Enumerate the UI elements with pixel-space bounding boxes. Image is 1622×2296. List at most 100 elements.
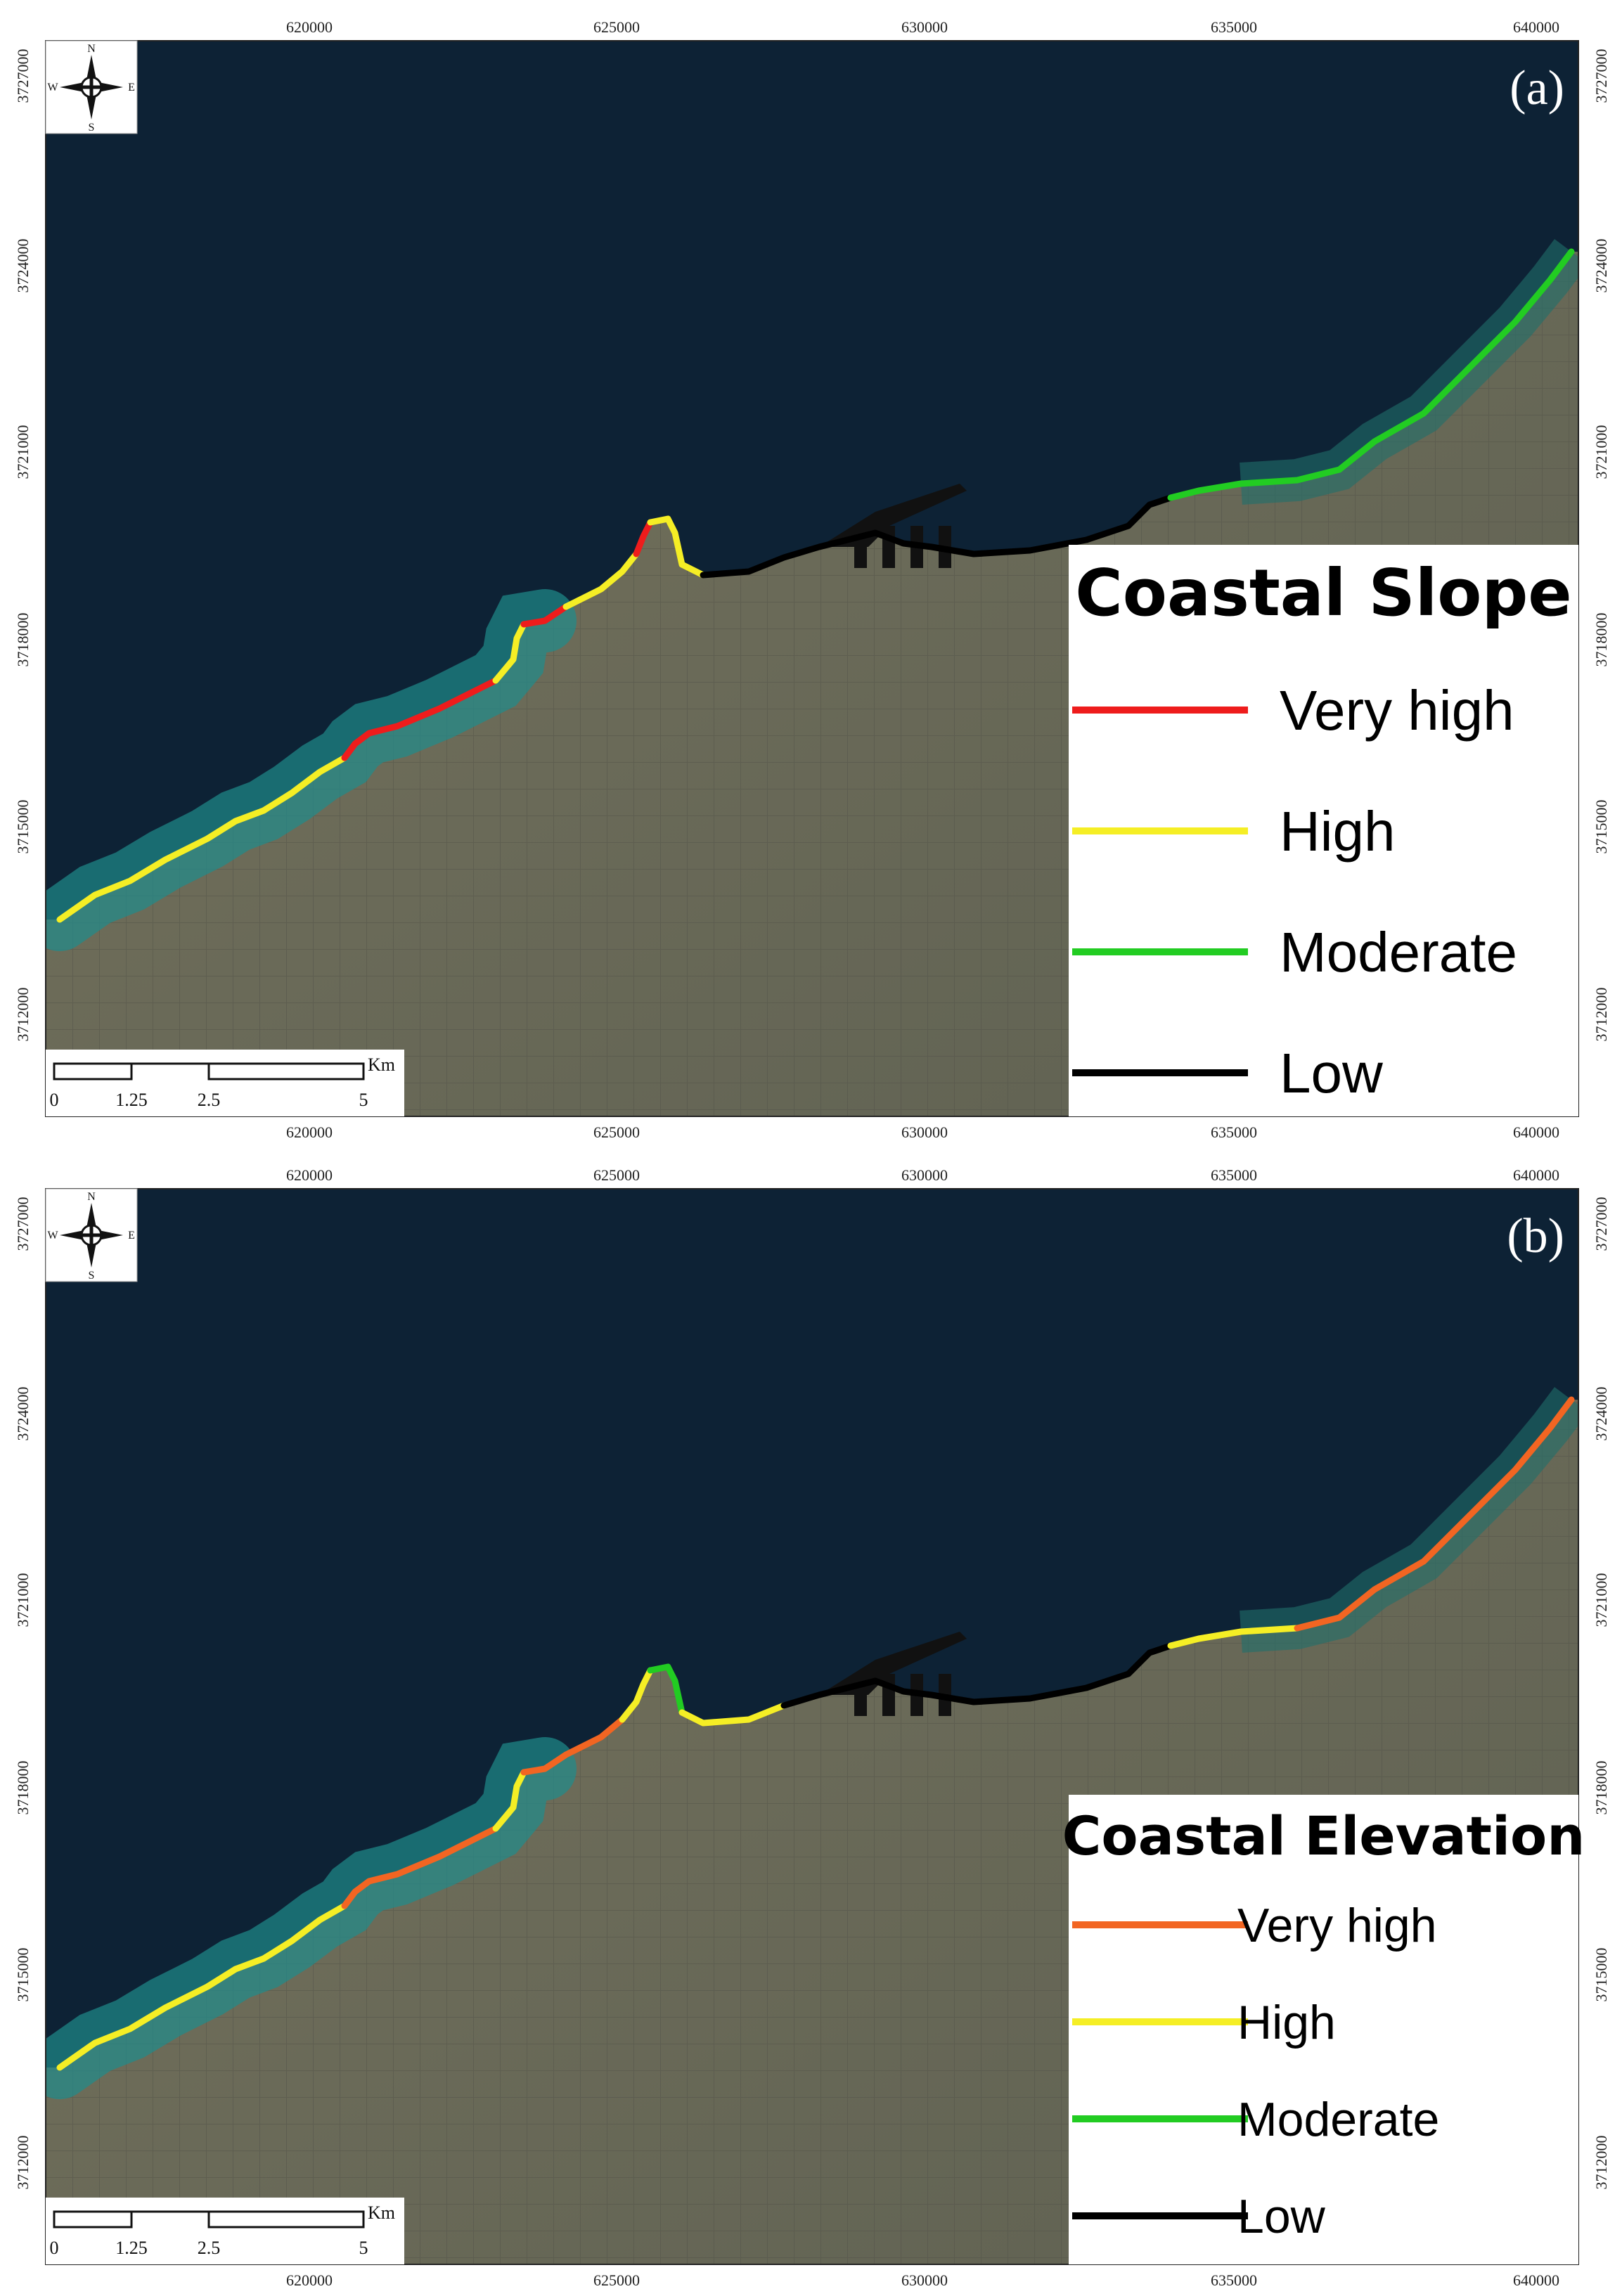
x-tick-label-bottom: 625000 — [593, 2271, 640, 2289]
svg-text:E: E — [128, 82, 135, 93]
y-tick-label-right: 3724000 — [1592, 1387, 1610, 1441]
x-tick-label-top: 640000 — [1513, 18, 1559, 36]
x-tick-label-bottom: 630000 — [901, 1123, 948, 1141]
coast-segment — [700, 494, 1174, 579]
y-tick-label-right: 3727000 — [1592, 1197, 1610, 1251]
coastline-segments — [56, 1396, 1575, 2071]
x-tick-label-top: 635000 — [1211, 18, 1257, 36]
x-tick-label-top: 635000 — [1211, 1166, 1257, 1184]
y-tick-label-right: 3715000 — [1592, 1948, 1610, 2002]
coast-segment — [633, 519, 654, 557]
x-tick-label-bottom: 620000 — [286, 2271, 333, 2289]
legend-item-label: Very high — [1237, 1899, 1437, 1952]
svg-text:S: S — [89, 122, 95, 134]
compass-icon: N S E W — [45, 1188, 138, 1282]
svg-text:N: N — [87, 43, 96, 55]
svg-text:E: E — [128, 1230, 135, 1241]
y-tick-label-right: 3727000 — [1592, 49, 1610, 103]
y-tick-label-left: 3724000 — [14, 1387, 32, 1441]
x-tick-label-top: 630000 — [901, 1166, 948, 1184]
scale-unit: Km — [368, 2203, 395, 2223]
x-tick-label-bottom: 630000 — [901, 2271, 948, 2289]
coast-segment — [492, 621, 527, 684]
map-panel-b: 620000 620000 625000 625000 630000 630000 6350… — [0, 1148, 1622, 2296]
y-tick-label-left: 3721000 — [14, 425, 32, 479]
coast-segment — [1167, 248, 1575, 501]
coast-segment — [520, 603, 569, 628]
x-tick-label-top: 620000 — [286, 18, 333, 36]
svg-text:N: N — [87, 1191, 96, 1203]
x-tick-label-bottom: 620000 — [286, 1123, 333, 1141]
y-tick-label-left: 3727000 — [14, 1197, 32, 1251]
x-tick-label-top: 620000 — [286, 1166, 333, 1184]
legend-item-label: Very high — [1280, 679, 1514, 742]
map-panel-a: 620000 620000 625000 625000 630000 630000 6350… — [14, 18, 1610, 1141]
compass-icon: N S E W — [45, 40, 138, 134]
scale-label: 2.5 — [198, 2238, 221, 2258]
coastline-segments — [56, 248, 1575, 923]
svg-text:W: W — [47, 1230, 58, 1241]
coast-segment — [647, 1663, 686, 1716]
map-svg: 620000 620000 625000 625000 630000 630000 6350… — [14, 1166, 1610, 2289]
y-tick-label-left: 3721000 — [14, 1573, 32, 1627]
legend-title: Coastal Elevation — [1062, 1805, 1585, 1867]
y-tick-label-left: 3718000 — [14, 1761, 32, 1815]
x-tick-label-bottom: 625000 — [593, 1123, 640, 1141]
legend-item-label: Low — [1280, 1042, 1383, 1104]
legend-item-label: Moderate — [1237, 2093, 1439, 2146]
coast-segment — [678, 1702, 787, 1727]
legend-item-label: High — [1237, 1996, 1336, 2049]
coast-segment — [520, 1716, 626, 1776]
y-tick-label-left: 3718000 — [14, 613, 32, 667]
scale-label: 5 — [359, 2238, 368, 2258]
y-tick-label-right: 3721000 — [1592, 425, 1610, 479]
scale-bar: 0 1.25 2.5 5Km — [46, 1050, 404, 1116]
y-tick-label-left: 3712000 — [14, 2136, 32, 2190]
scale-label: 1.25 — [115, 1090, 148, 1110]
coast-segment — [492, 1769, 527, 1832]
coast-segment — [56, 754, 348, 923]
legend-item-label: Low — [1237, 2190, 1326, 2243]
svg-text:W: W — [47, 82, 58, 93]
coast-segment — [647, 515, 707, 579]
panel-label: (b) — [1507, 1209, 1564, 1263]
svg-text:S: S — [89, 1270, 95, 1282]
coast-segment — [562, 550, 640, 610]
y-tick-label-right: 3718000 — [1592, 613, 1610, 667]
coast-segment — [619, 1667, 654, 1723]
coast-segment — [1167, 1625, 1301, 1649]
scale-bar: 0 1.25 2.5 5Km — [46, 2198, 404, 2264]
x-tick-label-top: 630000 — [901, 18, 948, 36]
y-tick-label-left: 3715000 — [14, 800, 32, 854]
legend-item-label: High — [1280, 800, 1396, 863]
scale-label: 0 — [50, 2238, 59, 2258]
panel-label: (a) — [1510, 61, 1564, 115]
x-tick-label-top: 625000 — [593, 18, 640, 36]
legend-title: Coastal Slope — [1075, 555, 1571, 631]
y-tick-label-right: 3715000 — [1592, 800, 1610, 854]
scale-label: 5 — [359, 1090, 368, 1110]
x-tick-label-bottom: 635000 — [1211, 2271, 1257, 2289]
coast-segment — [56, 1902, 348, 2071]
scale-label: 0 — [50, 1090, 59, 1110]
y-tick-label-right: 3712000 — [1592, 988, 1610, 1042]
coast-segment — [341, 1825, 499, 1909]
scale-unit: Km — [368, 1055, 395, 1075]
legend: Coastal Slope Very high High Moderate Low — [1069, 545, 1578, 1116]
legend-item-label: Moderate — [1280, 921, 1517, 983]
legend: Coastal Elevation Very high High Moderate Lo… — [1062, 1795, 1585, 2264]
x-tick-label-top: 640000 — [1513, 1166, 1559, 1184]
coast-segment — [341, 677, 499, 761]
map-svg: 620000 620000 625000 625000 630000 630000 6350… — [14, 18, 1610, 1141]
x-tick-label-bottom: 640000 — [1513, 1123, 1559, 1141]
coast-segment — [780, 1642, 1174, 1709]
y-tick-label-left: 3712000 — [14, 988, 32, 1042]
x-tick-label-bottom: 635000 — [1211, 1123, 1257, 1141]
y-tick-label-left: 3727000 — [14, 49, 32, 103]
y-tick-label-right: 3712000 — [1592, 2136, 1610, 2190]
y-tick-label-left: 3724000 — [14, 239, 32, 293]
x-tick-label-bottom: 640000 — [1513, 2271, 1559, 2289]
x-tick-label-top: 625000 — [593, 1166, 640, 1184]
scale-label: 2.5 — [198, 1090, 221, 1110]
y-tick-label-left: 3715000 — [14, 1948, 32, 2002]
